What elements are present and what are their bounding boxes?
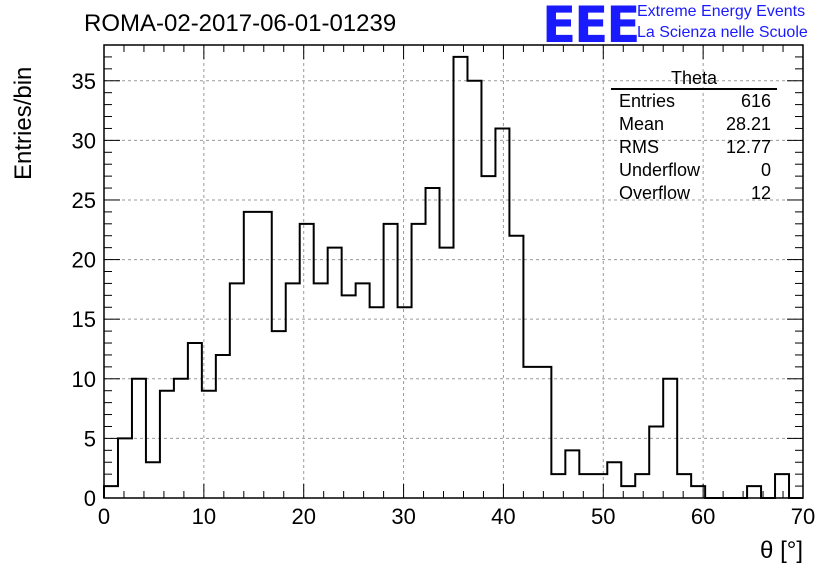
histogram-bin	[132, 379, 146, 498]
x-tick-label: 30	[391, 504, 415, 529]
x-tick-label: 0	[98, 504, 110, 529]
histogram-bin	[412, 224, 426, 498]
stats-value: 616	[740, 91, 771, 111]
histogram-bin	[593, 474, 607, 498]
brand-line-2: La Scienza nelle Scuole	[637, 24, 808, 41]
histogram-bin	[146, 462, 160, 498]
stats-label: Entries	[619, 91, 676, 111]
x-tick-label: 20	[291, 504, 315, 529]
y-tick-label: 0	[84, 486, 96, 511]
histogram-bin	[286, 283, 300, 498]
histogram-bin	[454, 57, 468, 498]
histogram-bin	[216, 355, 230, 498]
histogram-bin	[384, 224, 398, 498]
histogram-bin	[426, 188, 440, 498]
histogram-bin	[649, 426, 663, 498]
histogram-bin	[537, 367, 551, 498]
x-tick-label: 40	[491, 504, 515, 529]
histogram-bin	[230, 283, 244, 498]
x-tick-label: 70	[791, 504, 815, 529]
histogram-bin	[495, 128, 509, 498]
histogram-bin	[118, 438, 132, 498]
histogram-bin	[635, 474, 649, 498]
stats-row-entries: Entries 616	[611, 90, 777, 113]
x-tick-label: 50	[591, 504, 615, 529]
y-tick-label: 5	[84, 426, 96, 451]
y-axis-label: Entries/bin	[10, 67, 37, 180]
histogram-bin	[509, 236, 523, 498]
histogram-bin	[342, 295, 356, 498]
stats-value: 0	[760, 160, 771, 180]
histogram-bin	[677, 474, 691, 498]
stats-value: 12	[750, 183, 771, 203]
histogram-bin	[188, 343, 202, 498]
histogram-bin	[272, 331, 286, 498]
stats-row-rms: RMS 12.77	[611, 136, 777, 159]
histogram-bin	[440, 248, 454, 498]
y-tick-label: 35	[72, 69, 96, 94]
stats-row-overflow: Overflow 12	[611, 182, 777, 205]
stats-box: Theta Entries 616 Mean 28.21 RMS 12.77 U…	[611, 68, 777, 205]
y-tick-label: 15	[72, 307, 96, 332]
y-tick-label: 10	[72, 367, 96, 392]
x-tick-labels: 0 10 20 30 40 50 60 70	[98, 504, 815, 529]
y-tick-labels: 0 5 10 15 20 25 30 35	[72, 69, 96, 511]
histogram-bin	[579, 474, 593, 498]
stats-label: Mean	[619, 114, 665, 134]
stats-label: Underflow	[619, 160, 701, 180]
histogram-bin	[104, 486, 118, 498]
stats-title: Theta	[611, 68, 777, 90]
histogram-bin	[244, 212, 258, 498]
histogram-bin	[565, 450, 579, 498]
histogram-bin	[174, 379, 188, 498]
y-tick-label: 25	[72, 188, 96, 213]
histogram-bin	[370, 307, 384, 498]
stats-row-mean: Mean 28.21	[611, 113, 777, 136]
stats-label: Overflow	[619, 183, 691, 203]
histogram-bin	[481, 176, 495, 498]
axis-ticks	[103, 44, 804, 499]
histogram-bin	[663, 379, 677, 498]
histogram-bin	[314, 283, 328, 498]
stats-row-underflow: Underflow 0	[611, 159, 777, 182]
histogram-bin	[747, 486, 761, 498]
histogram-bin	[300, 224, 314, 498]
histogram-bin	[160, 391, 174, 498]
chart-title: ROMA-02-2017-06-01-01239	[84, 10, 397, 37]
x-axis-label: θ [°]	[760, 537, 803, 564]
stats-value: 12.77	[725, 137, 771, 157]
histogram-bin	[523, 367, 537, 498]
histogram-bin	[202, 391, 216, 498]
y-tick-label: 30	[72, 128, 96, 153]
histogram-bin	[467, 81, 481, 498]
histogram-bin	[356, 283, 370, 498]
histogram-bin	[607, 462, 621, 498]
histogram-bin	[398, 307, 412, 498]
histogram-bin	[258, 212, 272, 498]
brand-line-1: Extreme Energy Events	[637, 3, 806, 20]
x-tick-label: 60	[691, 504, 715, 529]
stats-label: RMS	[619, 137, 659, 157]
stats-value: 28.21	[725, 114, 771, 134]
histogram-bin	[328, 248, 342, 498]
eee-logo: EEE	[542, 0, 640, 54]
x-tick-label: 10	[192, 504, 216, 529]
histogram-outline	[103, 55, 803, 499]
histogram-bin	[775, 474, 789, 498]
y-tick-label: 20	[72, 248, 96, 273]
